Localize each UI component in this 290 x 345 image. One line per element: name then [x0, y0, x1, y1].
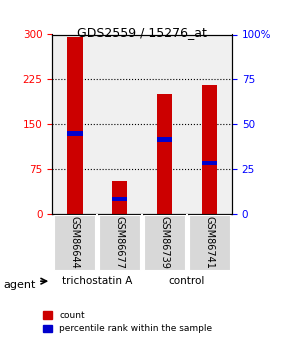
Bar [112, 181, 128, 214]
Bar [112, 197, 128, 201]
FancyBboxPatch shape [99, 215, 140, 270]
Text: agent: agent [3, 280, 35, 289]
Text: GSM86741: GSM86741 [204, 216, 215, 269]
Text: GSM86739: GSM86739 [160, 216, 170, 269]
FancyBboxPatch shape [189, 215, 230, 270]
Bar [157, 94, 173, 214]
Bar [202, 85, 218, 214]
FancyBboxPatch shape [55, 215, 95, 270]
Text: GSM86644: GSM86644 [70, 216, 80, 269]
Legend: count, percentile rank within the sample: count, percentile rank within the sample [39, 307, 216, 337]
Bar [67, 131, 83, 136]
Text: GSM86677: GSM86677 [115, 216, 125, 269]
Text: control: control [169, 276, 205, 286]
Bar [157, 137, 173, 141]
Bar [67, 38, 83, 214]
Text: trichostatin A: trichostatin A [62, 276, 132, 286]
FancyBboxPatch shape [144, 215, 185, 270]
Bar [202, 161, 218, 166]
Text: GDS2559 / 15276_at: GDS2559 / 15276_at [77, 26, 207, 39]
